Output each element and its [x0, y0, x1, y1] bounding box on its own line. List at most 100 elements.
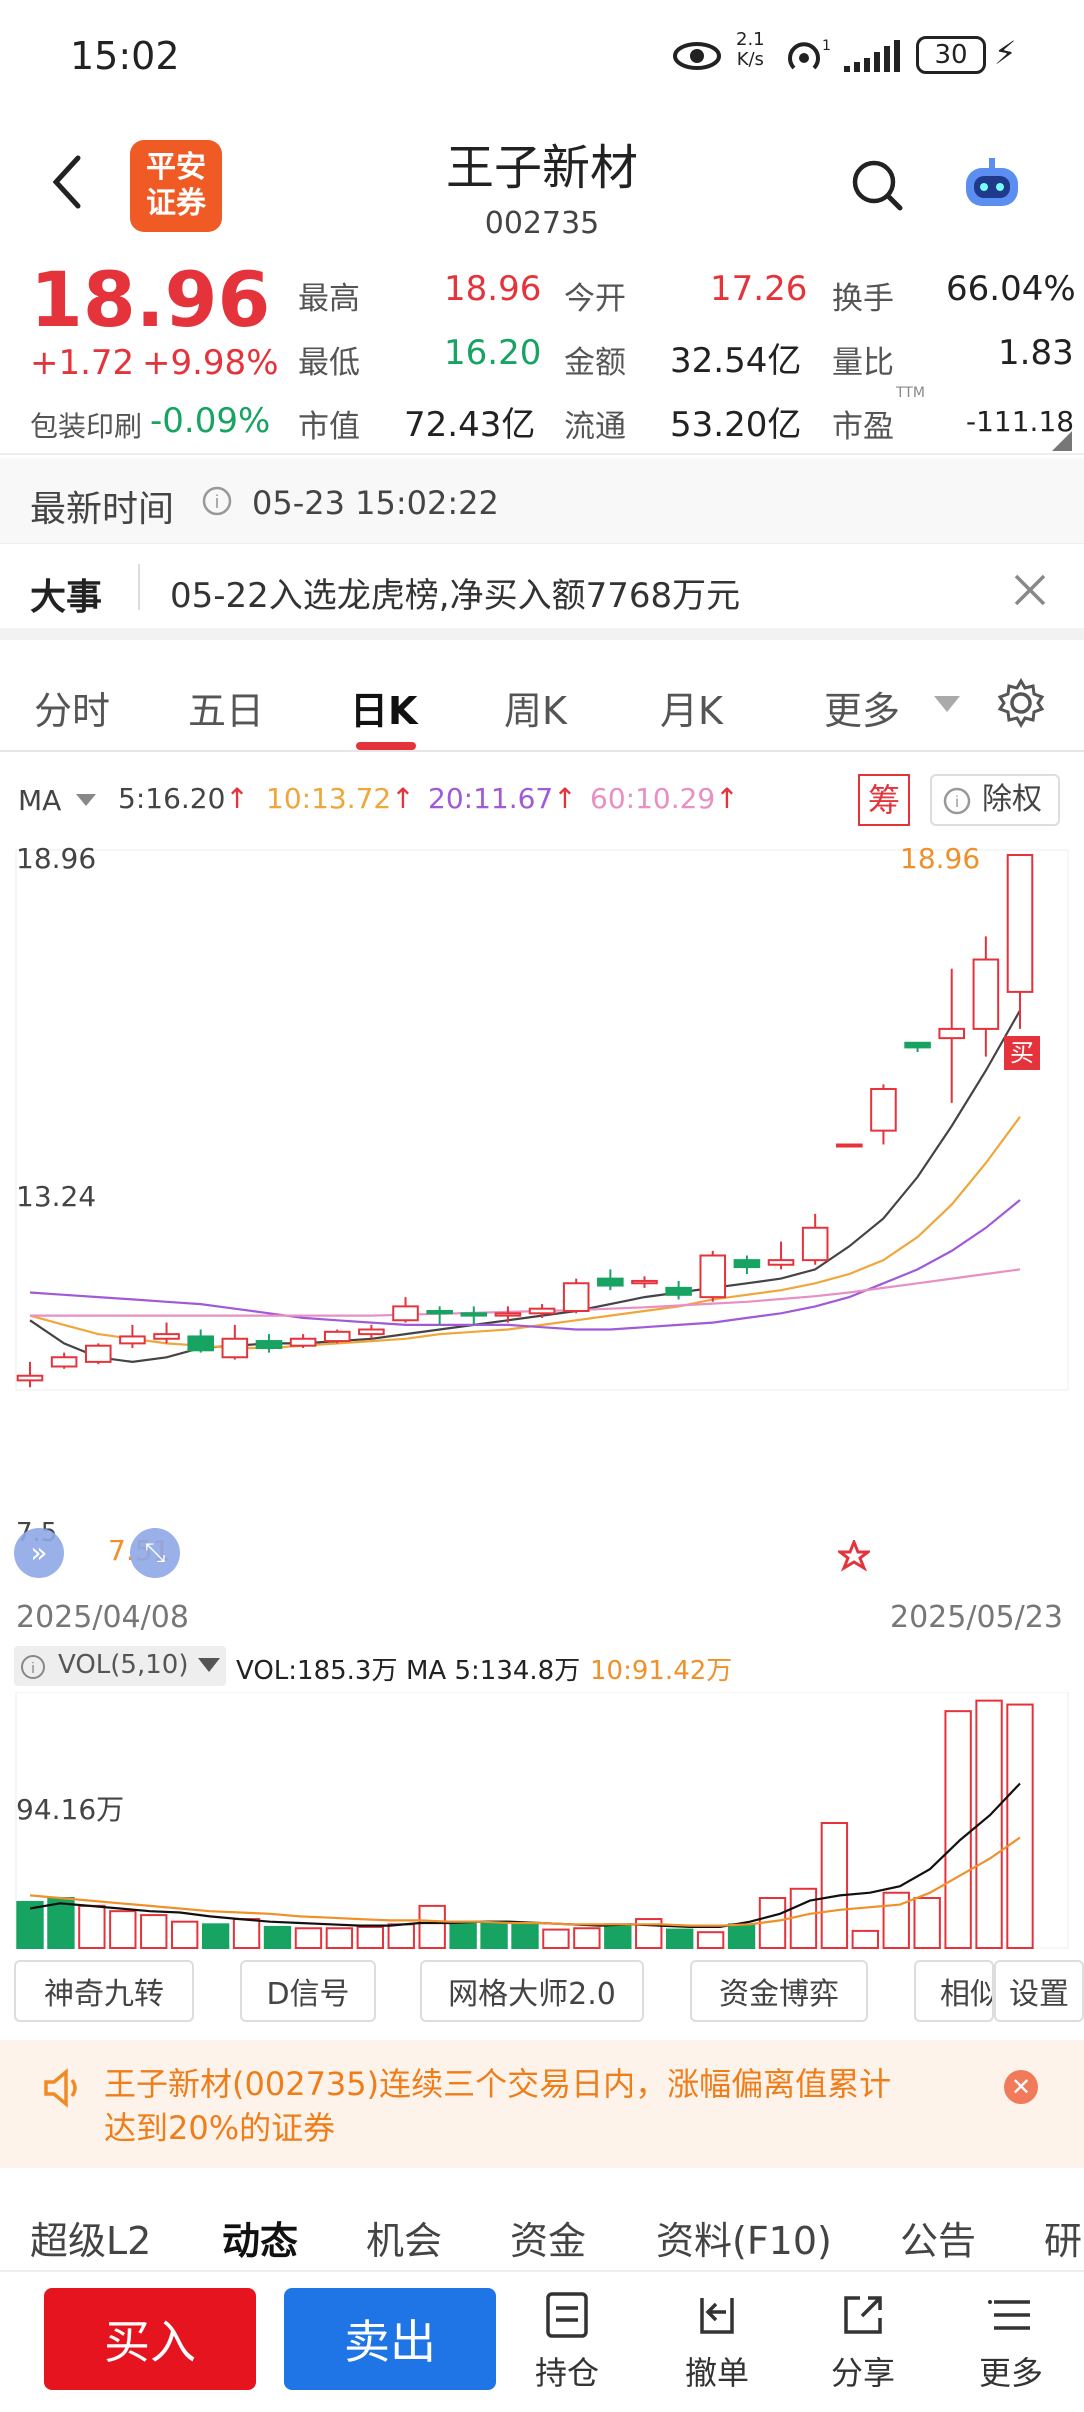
search-icon[interactable]	[850, 158, 906, 214]
candle-body	[289, 1337, 317, 1347]
tab-monthly-k[interactable]: 月K	[660, 689, 723, 733]
vol-indicator-select[interactable]	[14, 1646, 226, 1686]
volume-bar	[325, 1927, 354, 1949]
buy-button[interactable]: 买入	[44, 2288, 256, 2390]
svg-text:i: i	[215, 492, 219, 512]
chevron-down-icon[interactable]	[934, 696, 960, 714]
signal-icon	[844, 40, 900, 72]
cancel-order-label: 撤单	[684, 2354, 749, 2392]
sector-change[interactable]: -0.09%	[150, 401, 271, 441]
share-button[interactable]: 分享	[808, 2290, 918, 2394]
volume-bar	[1006, 1703, 1034, 1949]
info-icon[interactable]: i	[202, 486, 232, 516]
volume-bar	[232, 1918, 261, 1949]
subtab-f10[interactable]: 资料(F10)	[656, 2219, 832, 2263]
tab-more[interactable]: 更多	[824, 689, 901, 733]
star-marker-icon[interactable]	[838, 1540, 870, 1572]
candle-body	[562, 1282, 590, 1313]
candle-body	[16, 1374, 44, 1382]
subtab-capital[interactable]: 资金	[510, 2219, 587, 2263]
ma-dropdown-icon[interactable]	[76, 794, 96, 808]
candle-body	[938, 1027, 966, 1040]
tool-similar-k[interactable]: 相似K线	[914, 1960, 994, 2022]
tab-weekly-k[interactable]: 周K	[504, 689, 567, 733]
candle-body	[597, 1277, 624, 1287]
volume-bar	[882, 1891, 910, 1950]
candlestick-chart[interactable]	[0, 840, 1084, 1400]
subtab-l2[interactable]: 超级L2	[30, 2219, 152, 2263]
vol-y-label: 94.16万	[16, 1793, 125, 1826]
current-price: 18.96	[30, 255, 271, 344]
event-bar[interactable]: 大事 05-22入选龙虎榜,净买入额7768万元	[0, 544, 1084, 640]
info-icon: i	[21, 1655, 45, 1679]
tool-grid-master[interactable]: 网格大师2.0	[420, 1960, 644, 2022]
chevron-down-icon[interactable]	[198, 1658, 220, 1674]
ttm-superscript: TTM	[896, 385, 925, 401]
close-notice-icon[interactable]: ✕	[1004, 2070, 1038, 2104]
field-value: -111.18	[966, 405, 1075, 438]
status-bar: 15:02 2.1 K/s 1 30 ⚡	[0, 0, 1084, 110]
vol-indicator-label: VOL(5,10)	[58, 1650, 189, 1680]
vol-ma-line-ma10	[29, 1836, 1021, 1927]
volume-bar	[542, 1928, 570, 1950]
chart-frame	[15, 849, 1069, 1391]
tab-five-day[interactable]: 五日	[188, 689, 265, 733]
ma20-value: 20:11.67↑	[428, 782, 577, 815]
cancel-order-button[interactable]: 撤单	[662, 2290, 772, 2394]
tool-magic-nine[interactable]: 神奇九转	[14, 1960, 194, 2022]
vol-frame	[15, 1692, 1069, 1949]
subtab-opportunity[interactable]: 机会	[366, 2219, 443, 2263]
x-axis-end: 2025/05/23	[890, 1600, 1063, 1635]
robot-assistant-icon[interactable]	[960, 154, 1024, 214]
fullscreen-icon[interactable]: ⤡	[130, 1528, 180, 1578]
volume-bar	[851, 1929, 879, 1949]
volume-bar	[418, 1904, 446, 1949]
positions-button[interactable]: 持仓	[512, 2290, 622, 2394]
more-button[interactable]: 更多	[956, 2290, 1066, 2394]
candle-body	[733, 1259, 761, 1269]
tab-daily-k[interactable]: 日K	[350, 689, 418, 733]
tool-settings[interactable]: 设置	[994, 1960, 1084, 2022]
high-price-label: 18.96	[900, 842, 981, 875]
field-label: 最低	[298, 345, 360, 381]
subtab-announcement[interactable]: 公告	[900, 2219, 977, 2263]
field-value: 72.43亿	[404, 405, 536, 445]
subtab-research[interactable]: 研	[1044, 2219, 1083, 2263]
sell-button[interactable]: 卖出	[284, 2288, 496, 2390]
volume-chart[interactable]	[0, 1692, 1084, 1952]
volume-bar	[294, 1927, 323, 1949]
expand-left-icon[interactable]: »	[14, 1528, 64, 1578]
event-text[interactable]: 05-22入选龙虎榜,净买入额7768万元	[170, 576, 741, 616]
candle-body	[392, 1305, 419, 1322]
tool-d-signal[interactable]: D信号	[240, 1960, 376, 2022]
ex-rights-button[interactable]: 除权	[930, 774, 1060, 826]
ma-label[interactable]: MA	[18, 784, 62, 817]
info-subtabs	[0, 2180, 1084, 2268]
share-icon	[844, 2296, 882, 2334]
price-change: +1.72	[30, 343, 135, 383]
subtab-news[interactable]: 动态	[222, 2219, 299, 2263]
chart-area: MA 5:16.20↑ 10:13.72↑ 20:11.67↑ 60:10.29…	[0, 754, 1084, 1954]
expand-corner-icon[interactable]	[1052, 431, 1072, 451]
tool-capital-game[interactable]: 资金博弈	[690, 1960, 868, 2022]
chip-distribution-button[interactable]: 筹	[858, 774, 910, 826]
sector-name[interactable]: 包装印刷	[30, 410, 143, 443]
battery-icon: 30	[916, 36, 986, 74]
candle-body	[358, 1328, 385, 1336]
gear-icon[interactable]	[996, 678, 1046, 728]
ma5-value: 5:16.20↑	[118, 782, 249, 815]
volume-bar	[944, 1710, 972, 1949]
candle-body	[1006, 854, 1034, 993]
positions-label: 持仓	[534, 2354, 599, 2392]
field-label: 流通	[564, 409, 626, 445]
close-icon[interactable]	[1012, 572, 1048, 608]
ma60-value: 60:10.29↑	[590, 782, 739, 815]
back-arrow-icon[interactable]	[46, 152, 86, 212]
buy-signal-badge[interactable]: 买	[1004, 1036, 1040, 1070]
latest-time-label: 最新时间	[30, 489, 175, 530]
risk-notice[interactable]: 王子新材(002735)连续三个交易日内，涨幅偏离值累计 达到20%的证券 ✕	[0, 2040, 1084, 2168]
broker-logo[interactable]: 平安 证券	[130, 140, 222, 232]
y-axis-label-mid: 13.24	[16, 1180, 97, 1213]
tab-minute[interactable]: 分时	[34, 689, 111, 733]
volume-bar	[263, 1925, 292, 1950]
